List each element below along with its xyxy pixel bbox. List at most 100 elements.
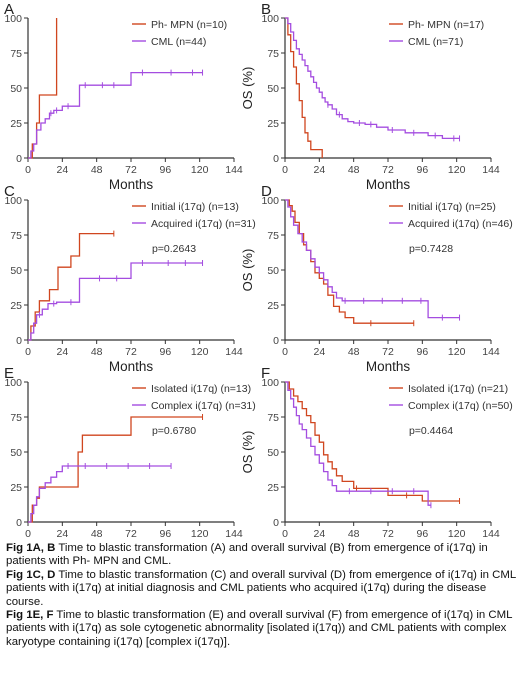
legend-label-1: Isolated i(17q) (n=21) <box>408 383 508 395</box>
caption-ab-label: Fig 1A, B <box>6 542 56 554</box>
caption-cd: Fig 1C, D Time to blastic transformation… <box>6 569 516 609</box>
y-tick-label: 25 <box>10 482 22 494</box>
y-tick-label: 75 <box>10 48 22 60</box>
y-axis-title: OS (%) <box>240 67 255 110</box>
x-tick-label: 120 <box>448 528 466 540</box>
x-tick-label: 24 <box>56 528 68 540</box>
y-tick-label: 75 <box>267 412 279 424</box>
x-tick-label: 48 <box>91 346 103 358</box>
x-tick-label: 72 <box>382 346 394 358</box>
panel-label: D <box>261 183 272 200</box>
y-tick-label: 0 <box>273 517 279 529</box>
y-tick-label: 25 <box>267 118 279 130</box>
series-line-2 <box>28 71 203 159</box>
x-tick-label: 48 <box>91 528 103 540</box>
panel-d: D 0 25 50 75 100 0 24 48 72 96 120 144 Months OS (%) In… <box>240 183 513 374</box>
y-tick-label: 100 <box>4 13 22 25</box>
y-tick-label: 0 <box>273 335 279 347</box>
y-tick-label: 75 <box>267 230 279 242</box>
y-tick-label: 25 <box>267 300 279 312</box>
y-tick-label: 100 <box>261 377 279 389</box>
caption-ef: Fig 1E, F Time to blastic transformation… <box>6 609 516 649</box>
x-tick-label: 144 <box>482 346 500 358</box>
x-tick-label: 96 <box>159 346 171 358</box>
y-tick-label: 0 <box>16 153 22 165</box>
caption-cd-text: Time to blastic transformation (C) and o… <box>6 568 516 608</box>
panel-label: C <box>4 183 15 200</box>
caption-ef-text: Time to blastic transformation (E) and o… <box>6 609 512 648</box>
legend-label-1: Initial i(17q) (n=25) <box>408 201 496 213</box>
series-line-1 <box>285 199 414 324</box>
x-tick-label: 0 <box>25 528 31 540</box>
km-figure: A0255075100024487296120144MonthsBP (%)Ph… <box>4 1 513 556</box>
y-tick-label: 50 <box>10 447 22 459</box>
x-tick-label: 144 <box>225 164 243 176</box>
panel-a: A0255075100024487296120144MonthsBP (%)Ph… <box>4 1 243 192</box>
legend-label-1: Ph- MPN (n=17) <box>408 19 484 31</box>
panel-label: A <box>4 1 14 18</box>
caption-ab-text: Time to blastic transformation (A) and o… <box>6 542 488 568</box>
caption-cd-label: Fig 1C, D <box>6 568 56 581</box>
p-value-label: p=0.4464 <box>409 425 453 437</box>
y-axis-title: OS (%) <box>240 249 255 292</box>
x-tick-label: 72 <box>125 528 137 540</box>
y-tick-label: 25 <box>267 482 279 494</box>
y-tick-label: 100 <box>261 195 279 207</box>
y-tick-label: 50 <box>267 265 279 277</box>
x-tick-label: 96 <box>416 346 428 358</box>
p-value-label: p=0.2643 <box>152 243 196 255</box>
series-line-1 <box>285 381 460 502</box>
x-tick-label: 144 <box>225 528 243 540</box>
x-tick-label: 0 <box>282 528 288 540</box>
y-tick-label: 75 <box>10 230 22 242</box>
y-axis-title: OS (%) <box>240 431 255 474</box>
x-tick-label: 48 <box>348 528 360 540</box>
x-tick-label: 24 <box>313 164 325 176</box>
series-line-2 <box>285 199 460 319</box>
series-line-2 <box>285 381 431 506</box>
x-tick-label: 0 <box>25 164 31 176</box>
series-line-1 <box>28 18 58 159</box>
y-tick-label: 100 <box>4 195 22 207</box>
legend-label-2: Acquired i(17q) (n=31) <box>151 218 256 230</box>
x-tick-label: 48 <box>91 164 103 176</box>
legend-label-1: Ph- MPN (n=10) <box>151 19 227 31</box>
x-tick-label: 24 <box>56 164 68 176</box>
x-tick-label: 96 <box>416 528 428 540</box>
x-tick-label: 72 <box>382 164 394 176</box>
panel-label: B <box>261 1 271 18</box>
y-tick-label: 75 <box>267 48 279 60</box>
y-tick-label: 75 <box>10 412 22 424</box>
legend-label-1: Isolated i(17q) (n=13) <box>151 383 251 395</box>
x-tick-label: 0 <box>282 346 288 358</box>
panel-c: C0255075100024487296120144MonthsBP (%)In… <box>4 183 256 374</box>
x-tick-label: 96 <box>159 528 171 540</box>
figure-captions: Fig 1A, B Time to blastic transformation… <box>6 542 516 649</box>
x-tick-label: 120 <box>448 346 466 358</box>
y-tick-label: 0 <box>16 335 22 347</box>
panel-label: E <box>4 365 14 382</box>
y-tick-label: 100 <box>261 13 279 25</box>
x-tick-label: 120 <box>448 164 466 176</box>
series-line-1 <box>28 232 114 341</box>
series-line-2 <box>28 262 203 341</box>
caption-ef-label: Fig 1E, F <box>6 609 54 622</box>
x-tick-label: 0 <box>25 346 31 358</box>
x-axis-title: Months <box>109 359 154 374</box>
y-tick-label: 50 <box>267 83 279 95</box>
x-tick-label: 144 <box>225 346 243 358</box>
legend-label-2: CML (n=71) <box>408 36 463 48</box>
legend-label-2: Complex i(17q) (n=50) <box>408 400 513 412</box>
x-tick-label: 120 <box>191 346 209 358</box>
x-tick-label: 96 <box>159 164 171 176</box>
x-tick-label: 120 <box>191 164 209 176</box>
legend-label-2: Complex i(17q) (n=31) <box>151 400 256 412</box>
y-tick-label: 25 <box>10 300 22 312</box>
x-tick-label: 24 <box>313 528 325 540</box>
panel-f: F0255075100024487296120144MonthsOS (%)Is… <box>240 365 513 556</box>
x-tick-label: 0 <box>282 164 288 176</box>
figure-panels: A0255075100024487296120144MonthsBP (%)Ph… <box>4 1 513 556</box>
p-value-label: p=0.7428 <box>409 243 453 255</box>
x-tick-label: 48 <box>348 346 360 358</box>
series-line-2 <box>285 17 460 140</box>
